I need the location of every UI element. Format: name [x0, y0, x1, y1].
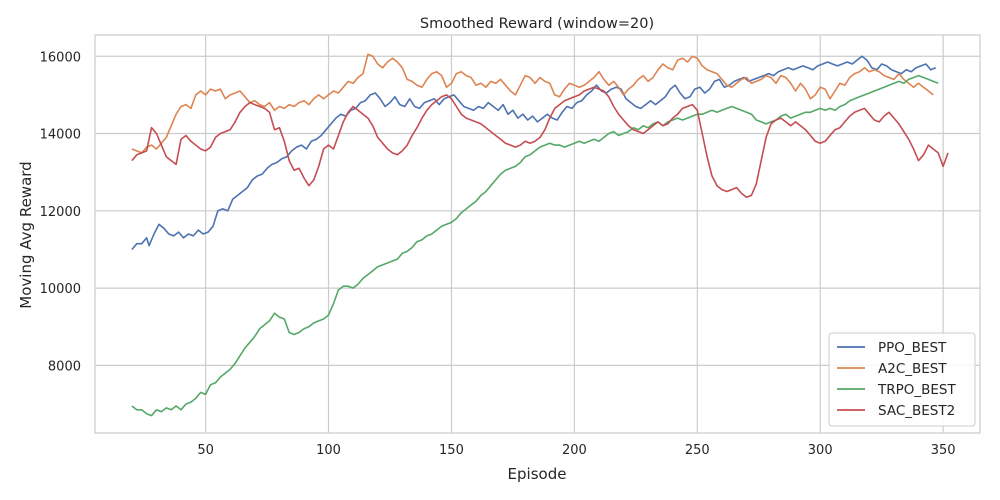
x-tick-label: 350	[931, 443, 956, 458]
plot-frame	[94, 34, 981, 434]
legend-entry-label: A2C_BEST	[878, 361, 947, 377]
legend-entry-label: PPO_BEST	[878, 340, 947, 356]
series-line-ppo_best	[131, 55, 937, 251]
x-tick-label: 50	[197, 443, 214, 458]
y-tick-label: 14000	[40, 128, 81, 143]
y-tick-label: 8000	[48, 359, 81, 374]
x-axis-label: Episode	[508, 465, 567, 483]
series-line-a2c_best	[131, 53, 934, 154]
series-line-sac_best2	[131, 86, 949, 199]
legend-box	[828, 332, 976, 427]
y-tick-label: 16000	[40, 50, 81, 65]
legend-entry-label: SAC_BEST2	[878, 403, 955, 419]
series-lines	[131, 53, 949, 417]
x-tick-label: 200	[562, 443, 587, 458]
x-tick-label: 150	[439, 443, 464, 458]
x-tick-label: 100	[316, 443, 341, 458]
legend: PPO_BEST A2C_BEST TRPO_BEST SAC_BEST2	[828, 332, 976, 427]
y-tick-label: 10000	[40, 282, 81, 297]
series-line-trpo_best	[131, 74, 939, 417]
y-axis-label: Moving Avg Reward	[17, 161, 35, 308]
legend-entry-label: TRPO_BEST	[877, 382, 957, 398]
x-tick-label: 300	[808, 443, 833, 458]
y-axis-ticks: 8000 10000 12000 14000 16000	[40, 50, 81, 374]
x-tick-label: 250	[685, 443, 710, 458]
y-tick-label: 12000	[40, 205, 81, 220]
x-axis-ticks: 50 100 150 200 250 300 350	[197, 443, 955, 458]
chart-title: Smoothed Reward (window=20)	[420, 16, 654, 32]
